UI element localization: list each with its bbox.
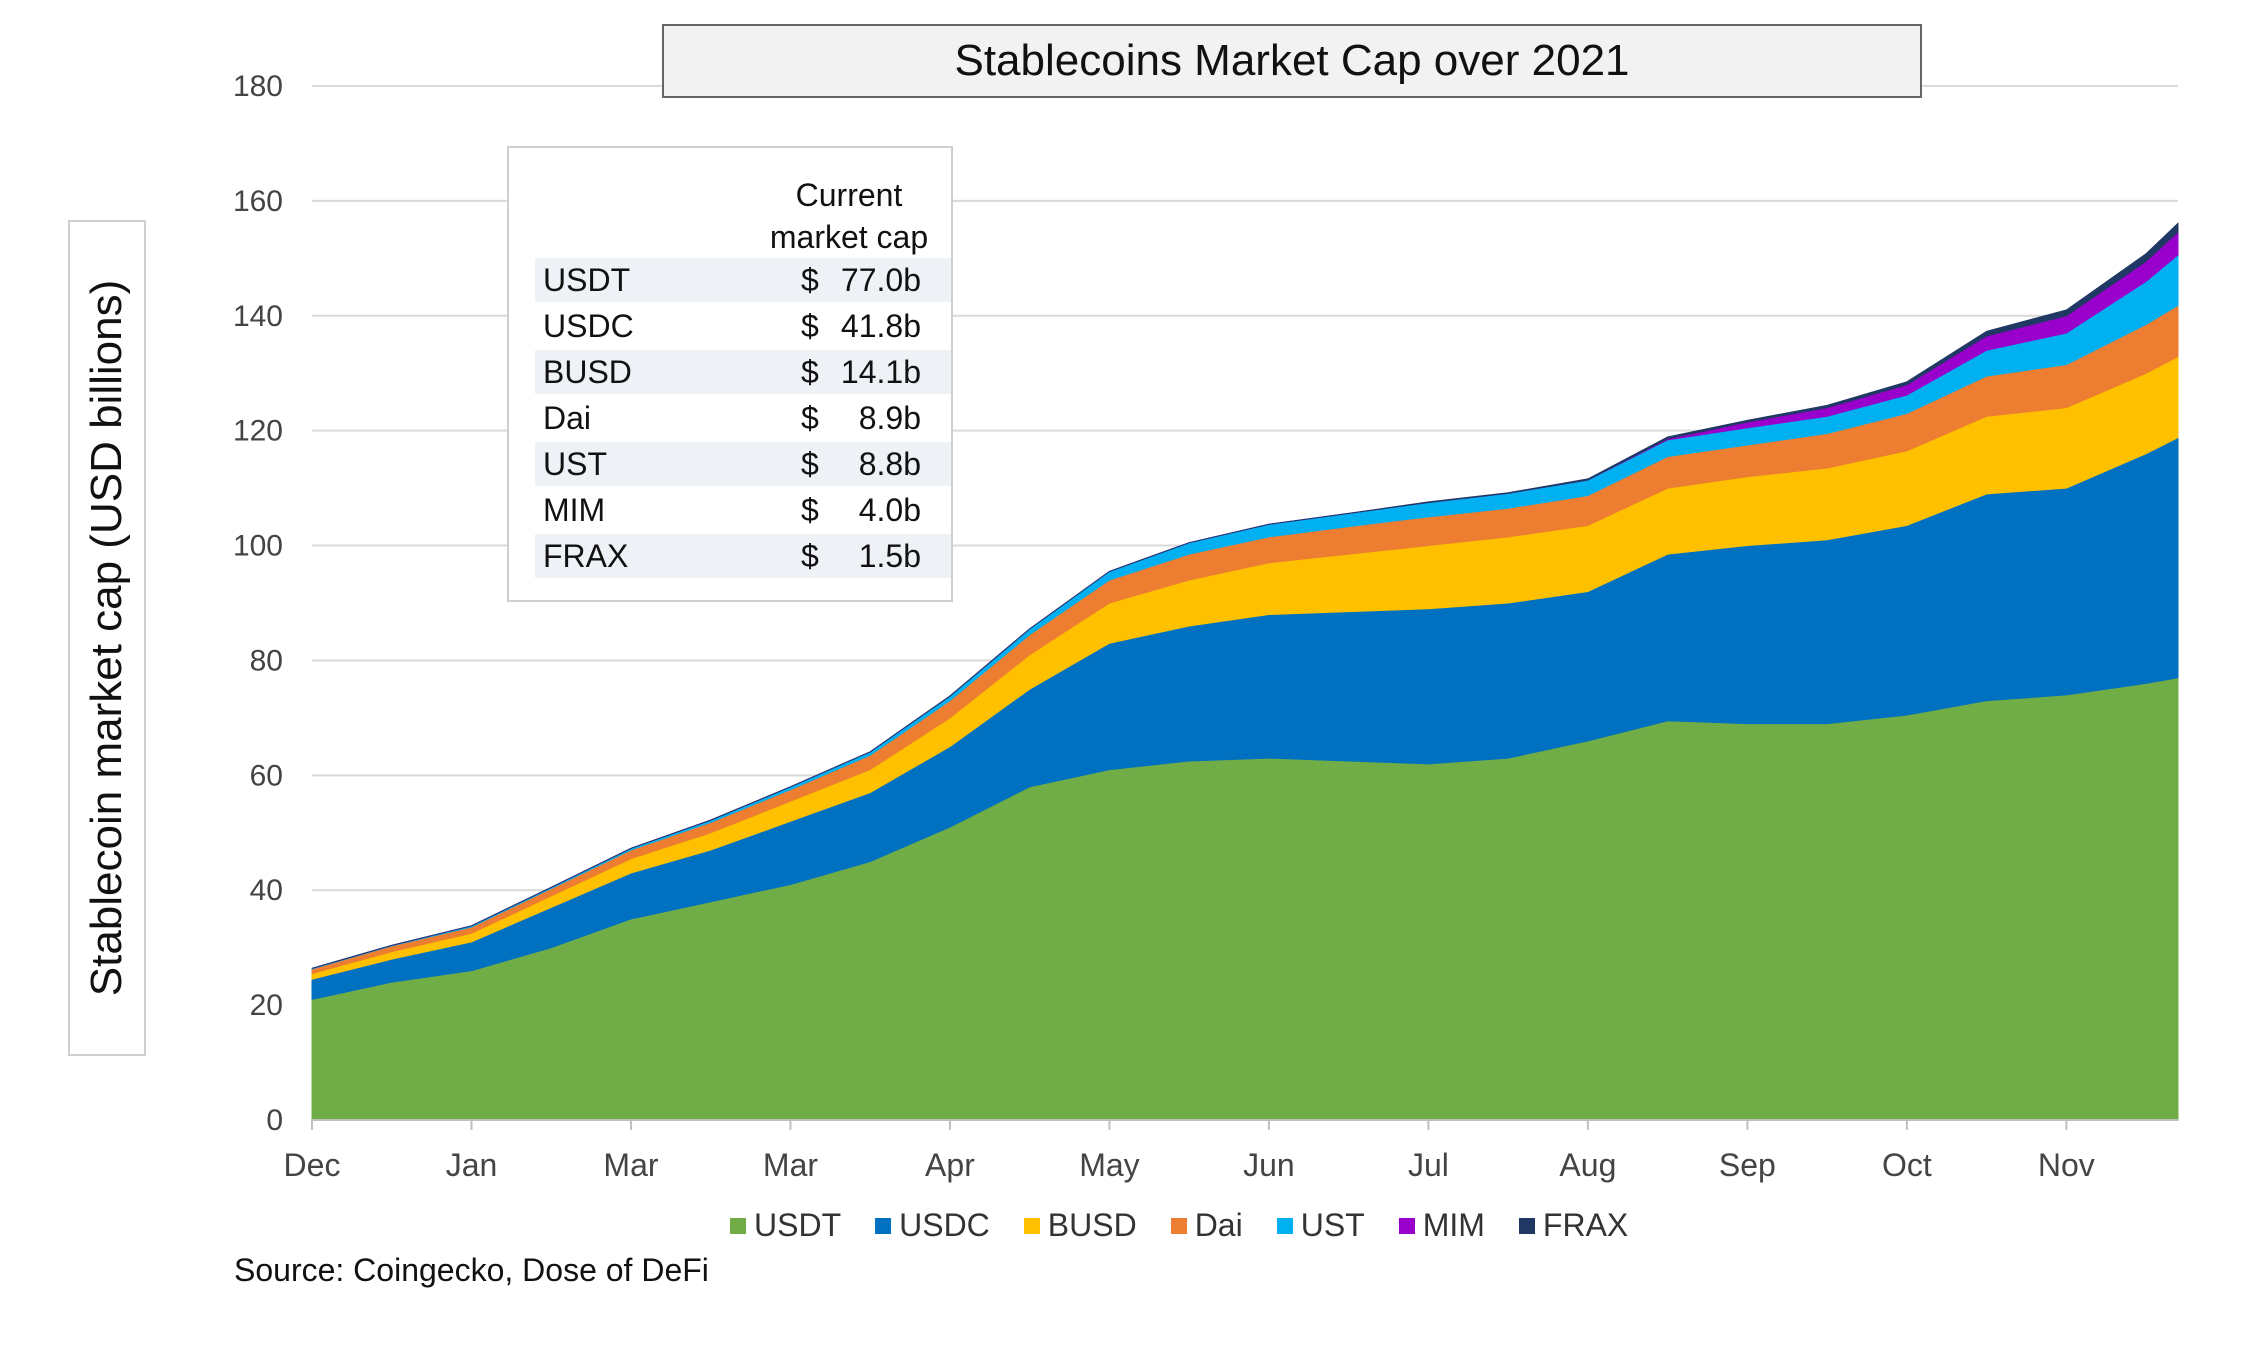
table-row: Dai $ 8.9b bbox=[535, 396, 951, 440]
x-tick-label: Sep bbox=[1719, 1147, 1776, 1183]
chart-title: Stablecoins Market Cap over 2021 bbox=[662, 24, 1922, 98]
table-market-cap: 8.8b bbox=[858, 446, 921, 482]
y-axis-label: Stablecoin market cap (USD billions) bbox=[82, 279, 131, 997]
legend-swatch bbox=[875, 1217, 892, 1234]
legend-item-busd: BUSD bbox=[1023, 1207, 1137, 1244]
legend-label: FRAX bbox=[1542, 1207, 1629, 1243]
table-coin-name: USDC bbox=[543, 308, 634, 344]
y-tick-label: 120 bbox=[233, 415, 283, 448]
table-market-cap: 77.0b bbox=[840, 262, 921, 298]
table-dollar-sign: $ bbox=[801, 538, 819, 574]
legend-swatch bbox=[730, 1217, 746, 1234]
x-tick-label: Jan bbox=[446, 1147, 498, 1183]
y-tick-label: 160 bbox=[233, 185, 283, 218]
legend-swatch bbox=[1398, 1217, 1415, 1234]
table-market-cap: 8.9b bbox=[858, 400, 921, 436]
table-coin-name: UST bbox=[543, 446, 607, 482]
x-tick-label: Jun bbox=[1243, 1147, 1295, 1183]
legend-label: UST bbox=[1300, 1207, 1365, 1243]
table-dollar-sign: $ bbox=[801, 446, 819, 482]
table-row: FRAX $ 1.5b bbox=[535, 534, 951, 578]
legend-label: USDT bbox=[754, 1207, 842, 1243]
table-header: Current market cap bbox=[739, 174, 959, 258]
table-row: BUSD $ 14.1b bbox=[535, 350, 951, 394]
y-tick-label: 20 bbox=[250, 989, 283, 1022]
y-tick-label: 140 bbox=[233, 300, 283, 333]
y-tick-label: 100 bbox=[233, 530, 283, 563]
y-axis-label-box: Stablecoin market cap (USD billions) bbox=[68, 220, 146, 1056]
table-dollar-sign: $ bbox=[801, 308, 819, 344]
legend-item-usdc: USDC bbox=[875, 1207, 990, 1244]
table-coin-name: FRAX bbox=[543, 538, 629, 574]
x-tick-label: Apr bbox=[925, 1147, 975, 1183]
legend-item-ust: UST bbox=[1276, 1207, 1365, 1244]
legend-item-mim: MIM bbox=[1398, 1207, 1485, 1244]
legend-swatch bbox=[1023, 1217, 1040, 1234]
legend-label: Dai bbox=[1194, 1207, 1243, 1243]
stacked-areas bbox=[311, 222, 2179, 1121]
table-coin-name: USDT bbox=[543, 262, 631, 298]
table-row: MIM $ 4.0b bbox=[535, 488, 951, 532]
table-row: UST $ 8.8b bbox=[535, 442, 951, 486]
legend-swatch bbox=[1170, 1217, 1187, 1234]
legend-label: USDC bbox=[899, 1207, 990, 1243]
table-market-cap: 4.0b bbox=[858, 492, 921, 528]
table-coin-name: BUSD bbox=[543, 354, 632, 390]
table-dollar-sign: $ bbox=[801, 400, 819, 436]
x-tick-label: Aug bbox=[1559, 1147, 1616, 1183]
market-cap-table: Current market cap USDT $ 77.0b USDC $ 4… bbox=[507, 146, 953, 602]
legend-label: BUSD bbox=[1047, 1207, 1137, 1243]
y-tick-label: 40 bbox=[250, 874, 283, 907]
legend-item-dai: Dai bbox=[1170, 1207, 1243, 1244]
legend-item-frax: FRAX bbox=[1518, 1207, 1629, 1244]
x-tick-label: May bbox=[1079, 1147, 1139, 1183]
table-header-line1: Current bbox=[795, 177, 903, 213]
x-tick-label: Oct bbox=[1882, 1147, 1932, 1183]
y-tick-label: 60 bbox=[250, 759, 283, 792]
x-tick-label: Nov bbox=[2038, 1147, 2095, 1183]
table-header-line2: market cap bbox=[769, 219, 929, 255]
table-row: USDC $ 41.8b bbox=[535, 304, 951, 348]
table-coin-name: Dai bbox=[543, 400, 592, 436]
y-tick-label: 180 bbox=[233, 70, 283, 103]
legend-swatch bbox=[1276, 1217, 1293, 1234]
table-dollar-sign: $ bbox=[801, 262, 819, 298]
y-tick-label: 80 bbox=[250, 644, 283, 677]
source-note: Source: Coingecko, Dose of DeFi bbox=[234, 1252, 709, 1288]
table-market-cap: 41.8b bbox=[840, 308, 921, 344]
x-tick-label: Dec bbox=[284, 1147, 341, 1183]
area-series-frax bbox=[311, 222, 2179, 969]
legend-item-usdt: USDT bbox=[730, 1207, 841, 1244]
x-tick-label: Mar bbox=[763, 1147, 818, 1183]
table-dollar-sign: $ bbox=[801, 354, 819, 390]
table-row: USDT $ 77.0b bbox=[535, 258, 951, 302]
y-tick-label: 0 bbox=[266, 1104, 283, 1137]
table-market-cap: 14.1b bbox=[840, 354, 921, 390]
x-tick-label: Mar bbox=[603, 1147, 658, 1183]
table-market-cap: 1.5b bbox=[858, 538, 921, 574]
x-tick-label: Jul bbox=[1408, 1147, 1449, 1183]
table-coin-name: MIM bbox=[543, 492, 606, 528]
axes: 0 20 40 60 80 100 120 140 160 180 Dec Jan Mar Mar Apr M… bbox=[233, 70, 2178, 1183]
legend-label: MIM bbox=[1422, 1207, 1485, 1243]
table-dollar-sign: $ bbox=[801, 492, 819, 528]
legend-swatch bbox=[1518, 1217, 1535, 1234]
chart-legend: USDT USDC BUSD Dai UST MIM FRAX bbox=[730, 1207, 1628, 1244]
